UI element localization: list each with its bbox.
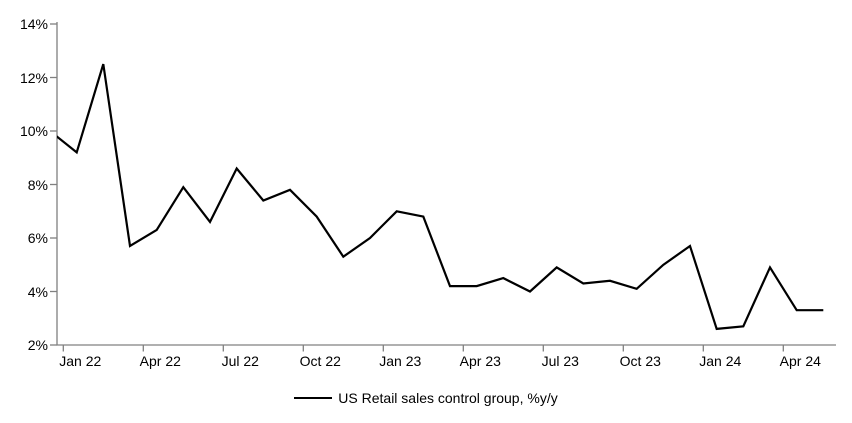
y-tick-label: 6% <box>27 230 48 246</box>
x-tick-label: Apr 24 <box>779 353 821 369</box>
x-tick-label: Jul 22 <box>221 353 259 369</box>
x-tick-label: Apr 22 <box>139 353 181 369</box>
y-tick-label: 8% <box>27 176 48 193</box>
data-line <box>57 63 824 331</box>
y-tick-label: 4% <box>27 283 48 300</box>
x-tick-label: Jan 24 <box>699 353 742 369</box>
x-tick-label: Jan 22 <box>59 353 102 369</box>
y-tick-label: 12% <box>19 69 48 86</box>
legend-line-sample <box>294 397 333 399</box>
legend: US Retail sales control group, %y/y <box>0 390 852 406</box>
legend-label: US Retail sales control group, %y/y <box>338 390 558 406</box>
x-tick-label: Jan 23 <box>379 353 422 369</box>
x-tick-label: Apr 23 <box>459 353 501 369</box>
y-tick-label: 10% <box>19 123 48 139</box>
y-tick-label: 2% <box>27 337 48 353</box>
x-tick-label: Jul 23 <box>541 353 579 369</box>
x-tick-label: Oct 23 <box>619 353 661 369</box>
y-tick-label: 14% <box>19 16 48 32</box>
x-tick-label: Oct 22 <box>299 353 341 369</box>
